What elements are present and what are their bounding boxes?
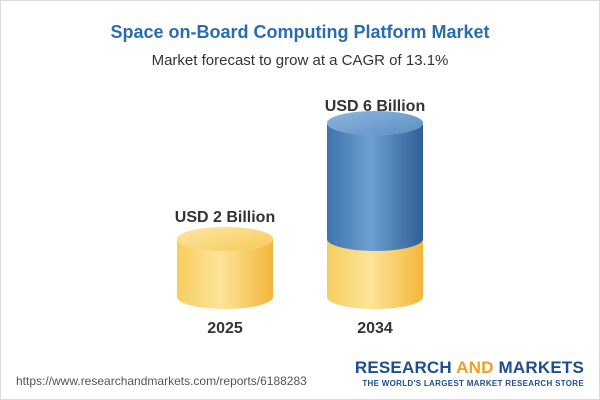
bar-2034-base-segment xyxy=(327,239,423,309)
category-label-2025: 2025 xyxy=(207,320,243,337)
brand-tagline: THE WORLD'S LARGEST MARKET RESEARCH STOR… xyxy=(362,379,584,388)
bar-2034-growth-segment xyxy=(327,123,423,251)
value-label-2025: USD 2 Billion xyxy=(175,209,275,226)
chart-subtitle: Market forecast to grow at a CAGR of 13.… xyxy=(151,52,449,69)
chart-title: Space on-Board Computing Platform Market xyxy=(110,22,490,42)
value-label-2034: USD 6 Billion xyxy=(325,98,425,115)
brand-name-part3: MARKETS xyxy=(493,358,584,377)
brand-logo: RESEARCH AND MARKETS THE WORLD'S LARGEST… xyxy=(354,358,584,388)
brand-name-part1: RESEARCH xyxy=(354,358,457,377)
bar-2025-top-cap xyxy=(177,227,273,251)
bar-2034-top-cap xyxy=(327,111,423,135)
source-url[interactable]: https://www.researchandmarkets.com/repor… xyxy=(16,374,307,388)
category-label-2034: 2034 xyxy=(357,320,393,337)
brand-name: RESEARCH AND MARKETS xyxy=(354,358,584,378)
brand-name-and: AND xyxy=(456,358,494,377)
bar-2025-segment xyxy=(177,239,273,309)
